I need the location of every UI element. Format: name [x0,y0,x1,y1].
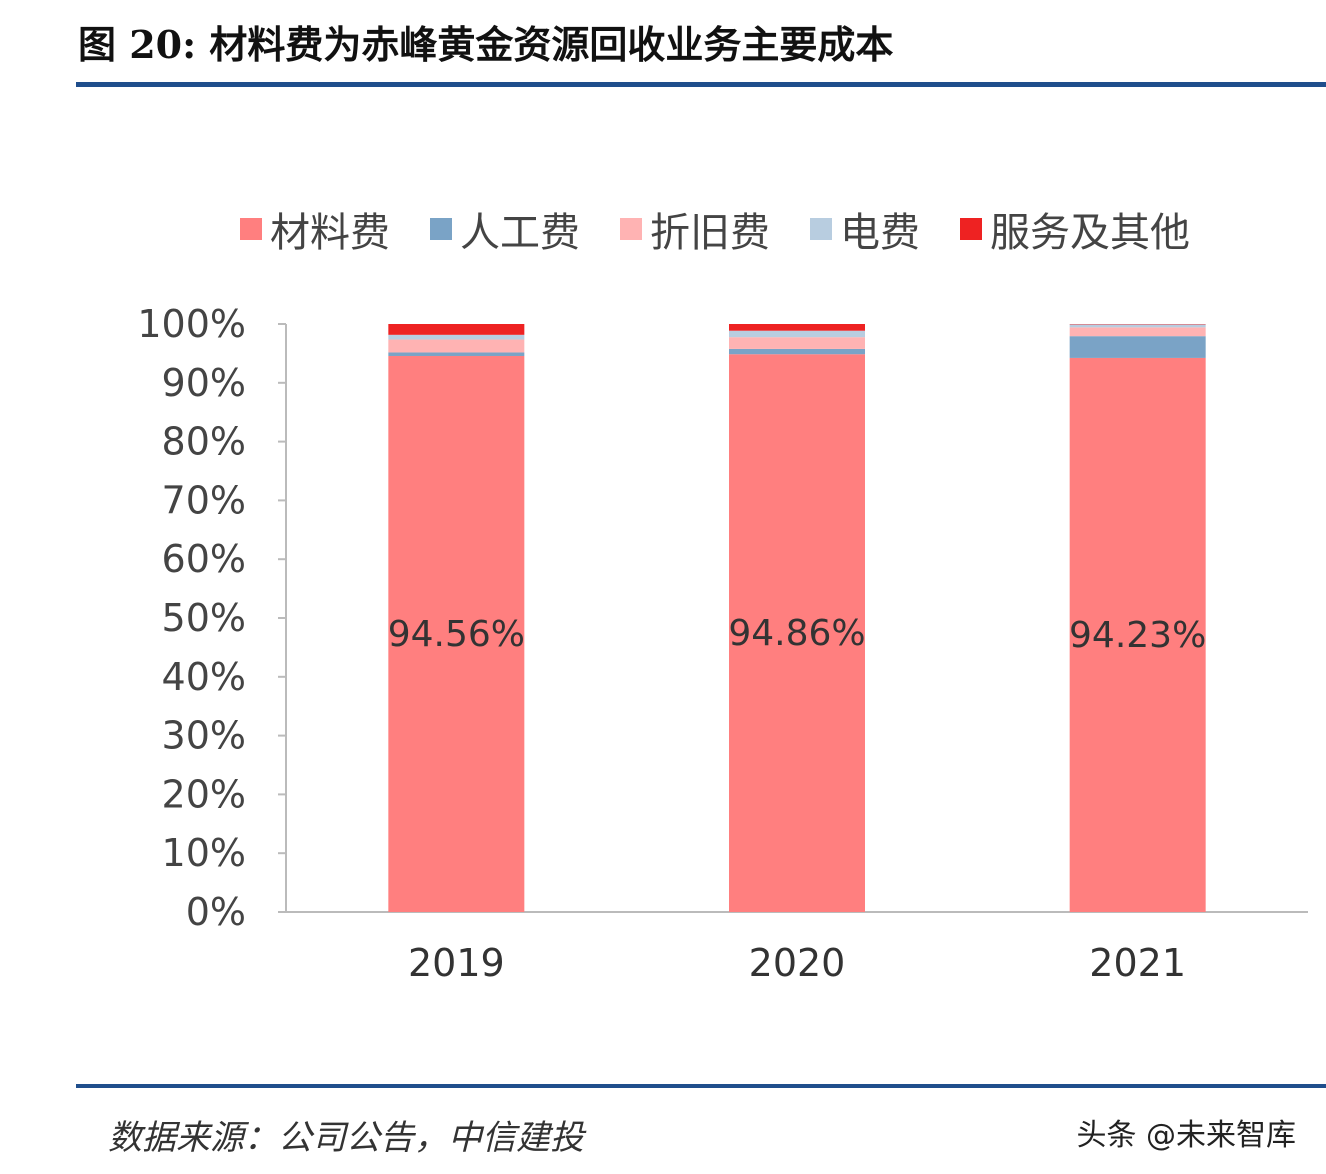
legend-item: 电费 [810,200,920,258]
legend-label: 材料费 [270,210,390,256]
bar-segment-2019 [388,339,525,353]
legend-swatch [960,218,982,240]
y-tick-label: 80% [162,420,246,464]
legend-swatch [240,218,262,240]
bar-segment-2020 [729,354,865,912]
bar-segment-2019 [388,355,525,913]
data-label: 94.56% [388,614,525,655]
y-tick-label: 60% [162,537,246,581]
legend-swatch [810,218,832,240]
data-label: 94.86% [728,613,865,654]
legend: 材料费 人工费 折旧费 电费 服务及其他 [240,200,1190,258]
legend-label: 折旧费 [650,210,770,256]
y-tick-label: 50% [162,596,246,640]
watermark: 头条 @未来智库 [1076,1118,1296,1153]
y-tick-label: 90% [162,361,246,405]
x-tick-label: 2019 [408,941,505,985]
data-label: 94.23% [1069,615,1206,656]
top-rule [76,82,1326,87]
bar-segment-2019 [388,334,525,340]
y-tick-label: 40% [162,655,246,699]
bar-segment-2021 [1069,324,1206,328]
bar-segment-2021 [1069,327,1206,337]
bottom-rule [76,1084,1326,1088]
y-tick-label: 0% [186,890,246,934]
bar-segment-2020 [729,348,865,355]
bar-segment-2021 [1069,357,1206,912]
bar-segment-2020 [729,330,865,338]
bar-segment-2019 [388,352,525,356]
x-tick-label: 2021 [1089,941,1186,985]
y-tick-label: 10% [162,831,246,875]
y-tick-label: 30% [162,714,246,758]
legend-item: 材料费 [240,200,390,258]
y-tick-label: 100% [137,302,246,346]
legend-swatch [430,218,452,240]
legend-item: 人工费 [430,200,580,258]
legend-label: 人工费 [460,210,580,256]
bar-segment-2019 [388,324,525,335]
bar-segment-2020 [729,324,865,331]
legend-item: 折旧费 [620,200,770,258]
bar-segment-2020 [729,337,865,349]
bar-segment-2021 [1069,336,1206,358]
legend-item: 服务及其他 [960,200,1190,258]
legend-swatch [620,218,642,240]
legend-label: 服务及其他 [990,210,1190,256]
figure-title: 图 20: 材料费为赤峰黄金资源回收业务主要成本 [78,22,894,67]
source-note: 数据来源：公司公告，中信建投 [108,1118,584,1158]
y-tick-label: 70% [162,478,246,522]
legend-label: 电费 [840,210,920,256]
y-tick-label: 20% [162,772,246,816]
x-tick-label: 2020 [749,941,846,985]
